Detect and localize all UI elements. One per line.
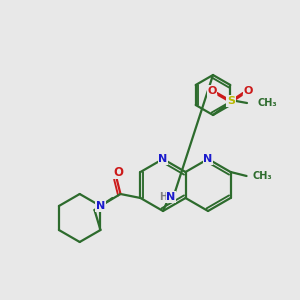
Text: N: N xyxy=(203,154,213,164)
Text: CH₃: CH₃ xyxy=(257,98,277,108)
Text: S: S xyxy=(227,96,235,106)
Text: CH₃: CH₃ xyxy=(253,171,272,181)
Text: H: H xyxy=(159,192,167,202)
Text: N: N xyxy=(96,201,105,211)
Text: N: N xyxy=(96,201,105,211)
Text: N: N xyxy=(167,192,176,202)
Text: O: O xyxy=(113,166,124,178)
Text: O: O xyxy=(243,86,253,96)
Text: O: O xyxy=(207,86,217,96)
Text: N: N xyxy=(158,154,168,164)
